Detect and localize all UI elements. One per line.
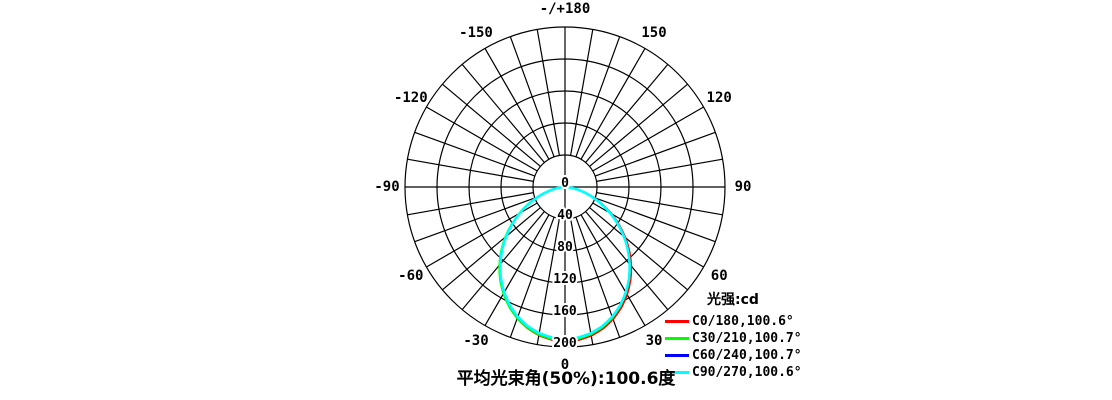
grid-spoke: [580, 48, 646, 160]
grid-spoke: [575, 36, 621, 158]
grid-spoke: [509, 36, 555, 158]
legend-label: C30/210,100.7°: [692, 331, 802, 346]
legend-item: C0/180,100.6°: [665, 313, 802, 330]
angle-labels: -/+180 -150 150 -120 120 -90 90 -60 60 -30 30 0: [374, 1, 751, 373]
grid-spoke: [407, 158, 534, 182]
angle-label: -30: [463, 333, 488, 349]
series-color-line: [665, 371, 689, 374]
grid-spoke: [594, 197, 716, 243]
legend-label: C0/180,100.6°: [692, 314, 794, 329]
angle-label: 30: [646, 333, 663, 349]
grid-spoke: [442, 207, 541, 291]
angle-label: 60: [711, 268, 728, 284]
angle-label: -90: [374, 179, 399, 195]
legend-label: C90/270,100.6°: [692, 365, 802, 380]
grid-spoke: [407, 192, 534, 216]
angle-label: -/+180: [540, 1, 591, 17]
legend-item: C30/210,100.7°: [665, 330, 802, 347]
series-color-line: [665, 320, 689, 323]
grid-spoke: [414, 131, 536, 177]
angle-label: 90: [735, 179, 752, 195]
intensity-curves: [498, 185, 633, 343]
radial-tick-label: 40: [557, 208, 573, 223]
angle-label: 120: [707, 90, 732, 106]
series-color-line: [665, 354, 689, 357]
radial-tick-label: 160: [553, 304, 577, 319]
grid-spoke: [461, 64, 545, 163]
grid-spoke: [596, 192, 723, 216]
radial-tick-label: 120: [553, 272, 577, 287]
grid-spoke: [585, 211, 669, 310]
grid-spoke: [442, 83, 541, 167]
radial-tick-label: 0: [561, 176, 569, 191]
grid-spoke: [589, 83, 688, 167]
radial-tick-label: 200: [553, 336, 577, 351]
legend-item: C90/270,100.6°: [665, 364, 802, 381]
angle-label: 150: [641, 25, 666, 41]
legend: 光强:cd C0/180,100.6° C30/210,100.7° C60/2…: [665, 289, 802, 381]
grid-spoke: [570, 29, 594, 156]
grid-spoke: [592, 106, 704, 172]
grid-spoke: [426, 106, 538, 172]
grid-spoke: [589, 207, 688, 291]
legend-item: C60/240,100.7°: [665, 347, 802, 364]
angle-label: -150: [459, 25, 493, 41]
radial-tick-label: 80: [557, 240, 573, 255]
intensity-curve-3: [498, 185, 632, 341]
beam-angle-caption: 平均光束角(50%):100.6度: [456, 369, 676, 389]
grid-spoke: [536, 218, 560, 345]
legend-title: 光强:cd: [707, 292, 759, 308]
grid-spoke: [414, 197, 536, 243]
angle-label: 0: [561, 357, 569, 373]
grid-spoke: [536, 29, 560, 156]
grid-spoke: [484, 214, 550, 326]
angle-label: -60: [398, 268, 423, 284]
grid-spoke: [580, 214, 646, 326]
polar-grid: [404, 26, 726, 348]
grid-spoke: [594, 131, 716, 177]
radial-labels: 0 40 80 120 160 200: [551, 174, 579, 353]
grid-spoke: [585, 64, 669, 163]
grid-spoke: [596, 158, 723, 182]
legend-label: C60/240,100.7°: [692, 348, 802, 363]
grid-spoke: [484, 48, 550, 160]
angle-label: -120: [394, 90, 428, 106]
grid-spoke: [570, 218, 594, 345]
series-color-line: [665, 337, 689, 340]
grid-spoke: [461, 211, 545, 310]
